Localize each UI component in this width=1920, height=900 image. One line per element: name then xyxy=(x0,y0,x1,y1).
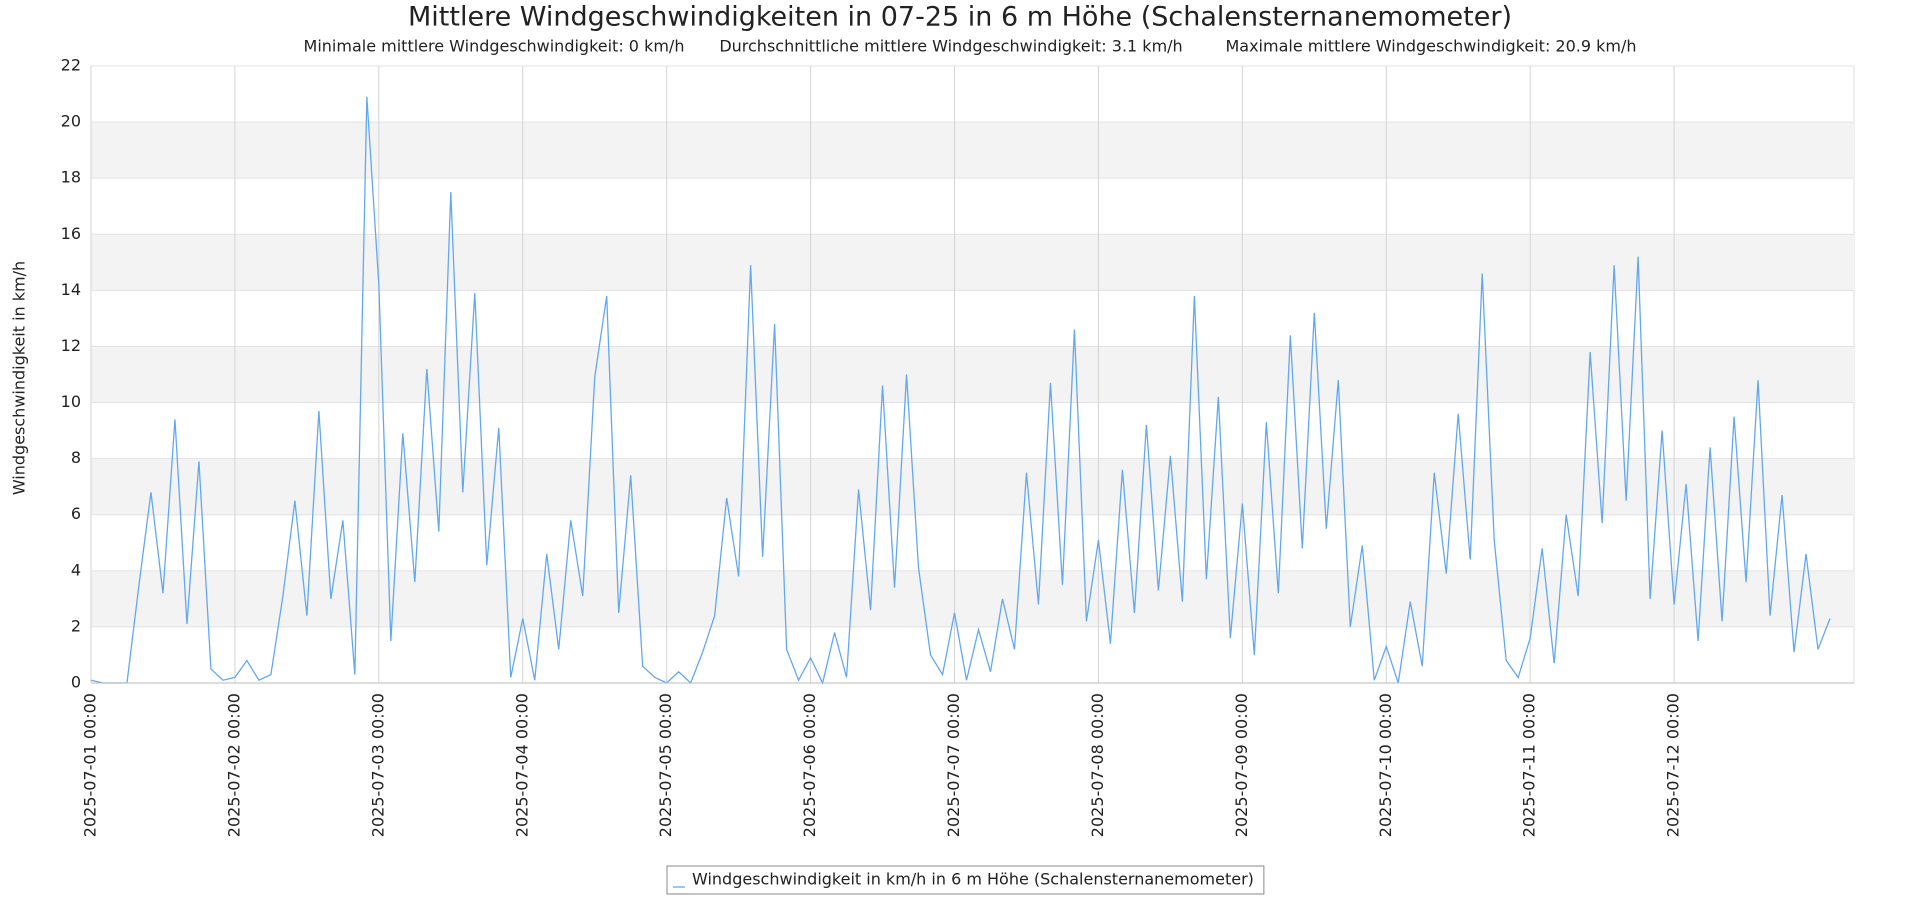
x-tick-label: 2025-07-02 00:00 xyxy=(224,693,243,837)
subtitle: Durchschnittliche mittlere Windgeschwind… xyxy=(719,37,1182,56)
legend-box xyxy=(666,865,1265,895)
y-tick-label: 14 xyxy=(61,280,81,299)
y-tick-label: 6 xyxy=(71,504,81,523)
data-line xyxy=(90,96,1831,685)
x-tick-label: 2025-07-11 00:00 xyxy=(1520,693,1539,837)
grid-band xyxy=(91,570,1854,627)
y-tick-label: 20 xyxy=(61,112,81,131)
y-tick-label: 12 xyxy=(61,336,81,355)
x-tick-label: 2025-07-08 00:00 xyxy=(1088,693,1107,837)
subtitle: Minimale mittlere Windgeschwindigkeit: 0… xyxy=(304,37,685,56)
subtitle: Maximale mittlere Windgeschwindigkeit: 2… xyxy=(1225,37,1636,56)
x-tick-label: 2025-07-03 00:00 xyxy=(368,693,387,837)
x-tick-label: 2025-07-07 00:00 xyxy=(944,693,963,837)
x-tick-label: 2025-07-09 00:00 xyxy=(1232,693,1251,837)
grid-band xyxy=(91,122,1854,179)
grid-band xyxy=(91,458,1854,515)
y-tick-label: 0 xyxy=(71,673,81,692)
y-tick-label: 2 xyxy=(71,616,81,635)
grid-band xyxy=(91,234,1854,291)
x-tick-label: 2025-07-10 00:00 xyxy=(1376,693,1395,837)
y-tick-label: 10 xyxy=(61,392,81,411)
y-tick-label: 4 xyxy=(71,560,81,579)
x-tick-label: 2025-07-01 00:00 xyxy=(81,693,100,837)
x-tick-label: 2025-07-05 00:00 xyxy=(656,693,675,837)
x-tick-label: 2025-07-12 00:00 xyxy=(1664,693,1683,837)
legend: Windgeschwindigkeit in km/h in 6 m Höhe … xyxy=(666,865,1265,895)
y-tick-label: 18 xyxy=(61,168,81,187)
grid-band xyxy=(91,346,1854,403)
chart-title: Mittlere Windgeschwindigkeiten in 07-25 … xyxy=(408,2,1512,33)
x-tick-label: 2025-07-06 00:00 xyxy=(800,693,819,837)
y-tick-label: 22 xyxy=(61,56,81,75)
legend-label: Windgeschwindigkeit in km/h in 6 m Höhe … xyxy=(692,870,1254,889)
x-tick-label: 2025-07-04 00:00 xyxy=(512,693,531,837)
y-tick-label: 16 xyxy=(61,224,81,243)
y-axis-label: Windgeschwindigkeit in km/h xyxy=(10,261,29,495)
y-tick-label: 8 xyxy=(71,448,81,467)
